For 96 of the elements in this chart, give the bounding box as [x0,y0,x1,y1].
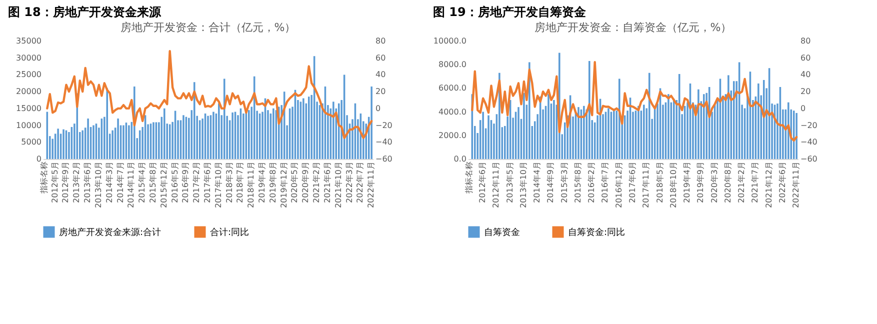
x-tick-label: 2018年11月 [246,162,256,208]
x-tick-label: 2022年7月 [356,162,365,203]
x-tick-label: 2022年6月 [778,162,787,203]
legend-label: 自筹资金 [484,227,520,238]
y2-tick-label: −60 [376,154,392,164]
x-tick-label: 2017年6月 [628,162,637,203]
chart-title: 图 19：房地产开发自筹资金 [433,5,587,19]
x-tick-label: 2018年5月 [655,162,664,203]
x-tick-label: 2016年12月 [614,162,624,208]
y-tick-label: 0 [36,154,42,164]
x-tick-label: 2019年4月 [682,162,692,203]
x-tick-label: 2018年10月 [668,162,678,208]
x-tick-label: 指标名称 [39,162,48,194]
legend-label: 合计:同比 [210,227,250,238]
y2-tick-label: 0 [376,104,381,113]
y-tick-label: 20000 [16,87,42,96]
y-tick-label: 5000 [21,138,42,147]
y-tick-label: 0.0 [454,154,466,164]
x-tick-label: 2013年2月 [72,162,82,203]
x-tick-label: 2019年4月 [258,162,267,203]
line-series [46,50,373,140]
x-tick-label: 2018年7月 [236,162,245,203]
y2-tick-label: 40 [376,70,386,80]
y2-tick-label: 20 [800,87,811,96]
x-tick-label: 2021年2月 [312,162,322,203]
x-tick-label: 2017年6月 [203,162,212,203]
line-series [471,60,798,142]
x-tick-label: 2017年11月 [642,162,651,208]
x-tick-label: 2015年8月 [573,162,582,203]
y2-tick-label: −20 [376,120,392,130]
x-tick-label: 2014年4月 [532,162,542,203]
y2-tick-label: 20 [376,87,386,96]
x-tick-label: 2012年6月 [478,162,488,203]
x-tick-label: 2021年10月 [334,162,343,208]
y-tick-label: 25000 [16,70,42,80]
y-tick-label: 6000.0 [438,84,466,93]
x-tick-label: 2013年10月 [518,162,528,208]
x-tick-label: 2022年11月 [366,162,376,208]
x-tick-label: 2022年3月 [344,162,354,203]
x-tick-label: 2019年8月 [268,162,278,203]
chart-subtitle: 房地产开发资金：自筹资金（亿元，%） [534,21,732,34]
x-tick-label: 2019年12月 [279,162,288,208]
y2-tick-label: −40 [800,138,818,147]
chart-title: 图 18：房地产开发资金来源 [8,5,162,19]
x-tick-label: 2020年9月 [301,162,310,203]
y-tick-label: 4000.0 [438,107,466,116]
x-tick-label: 2021年7月 [750,162,760,203]
x-tick-label: 2016年5月 [170,162,180,203]
y2-tick-label: 40 [800,70,811,80]
x-tick-label: 2013年5月 [505,162,514,203]
x-tick-label: 2015年4月 [138,162,147,203]
x-tick-label: 2014年7月 [116,162,125,203]
y-tick-label: 2000.0 [438,130,466,140]
x-tick-label: 2014年11月 [126,162,136,208]
x-tick-label: 2020年3月 [710,162,719,203]
x-tick-label: 2014年9月 [546,162,556,203]
x-tick-label: 2012年5月 [50,162,60,203]
x-tick-label: 2020年8月 [723,162,732,203]
y-tick-label: 35000 [16,36,42,46]
x-tick-label: 2021年2月 [737,162,746,203]
legend-label: 自筹资金:同比 [568,227,626,238]
x-tick-label: 2017年2月 [192,162,202,203]
x-tick-label: 2012年11月 [492,162,501,208]
y-tick-label: 30000 [16,53,42,62]
y-tick-label: 8000.0 [438,60,466,70]
y2-tick-label: 60 [800,53,811,62]
chart-subtitle: 房地产开发资金：合计（亿元，%） [120,21,296,34]
x-tick-label: 指标名称 [464,162,474,194]
y2-tick-label: −20 [800,120,818,130]
x-tick-label: 2016年7月 [600,162,610,203]
x-tick-label: 2015年8月 [148,162,158,203]
x-tick-label: 2015年3月 [560,162,569,203]
x-tick-label: 2016年9月 [181,162,190,203]
y2-tick-label: 80 [800,36,811,46]
x-tick-label: 2017年10月 [214,162,223,208]
y-tick-label: 15000 [16,104,42,113]
y2-tick-label: −60 [800,154,818,164]
x-tick-label: 2013年6月 [83,162,92,203]
y-tick-label: 10000 [16,120,42,130]
x-tick-label: 2013年10月 [94,162,103,208]
y2-tick-label: 0 [800,104,806,113]
x-tick-label: 2019年9月 [696,162,706,203]
x-tick-label: 2014年3月 [104,162,114,203]
y2-tick-label: 60 [376,53,386,62]
x-tick-label: 2021年6月 [322,162,332,203]
y2-tick-label: −40 [376,138,392,147]
x-tick-label: 2020年5月 [290,162,300,203]
x-tick-label: 2015年12月 [159,162,168,208]
x-tick-label: 2018年3月 [224,162,234,203]
y-tick-label: 10000.0 [433,36,466,46]
legend-label: 房地产开发资金来源:合计 [59,227,162,238]
y2-tick-label: 80 [376,36,386,46]
x-tick-label: 2021年12月 [764,162,774,208]
x-tick-label: 2022年11月 [792,162,801,208]
x-tick-label: 2012年9月 [61,162,70,203]
x-tick-label: 2016年2月 [587,162,596,203]
